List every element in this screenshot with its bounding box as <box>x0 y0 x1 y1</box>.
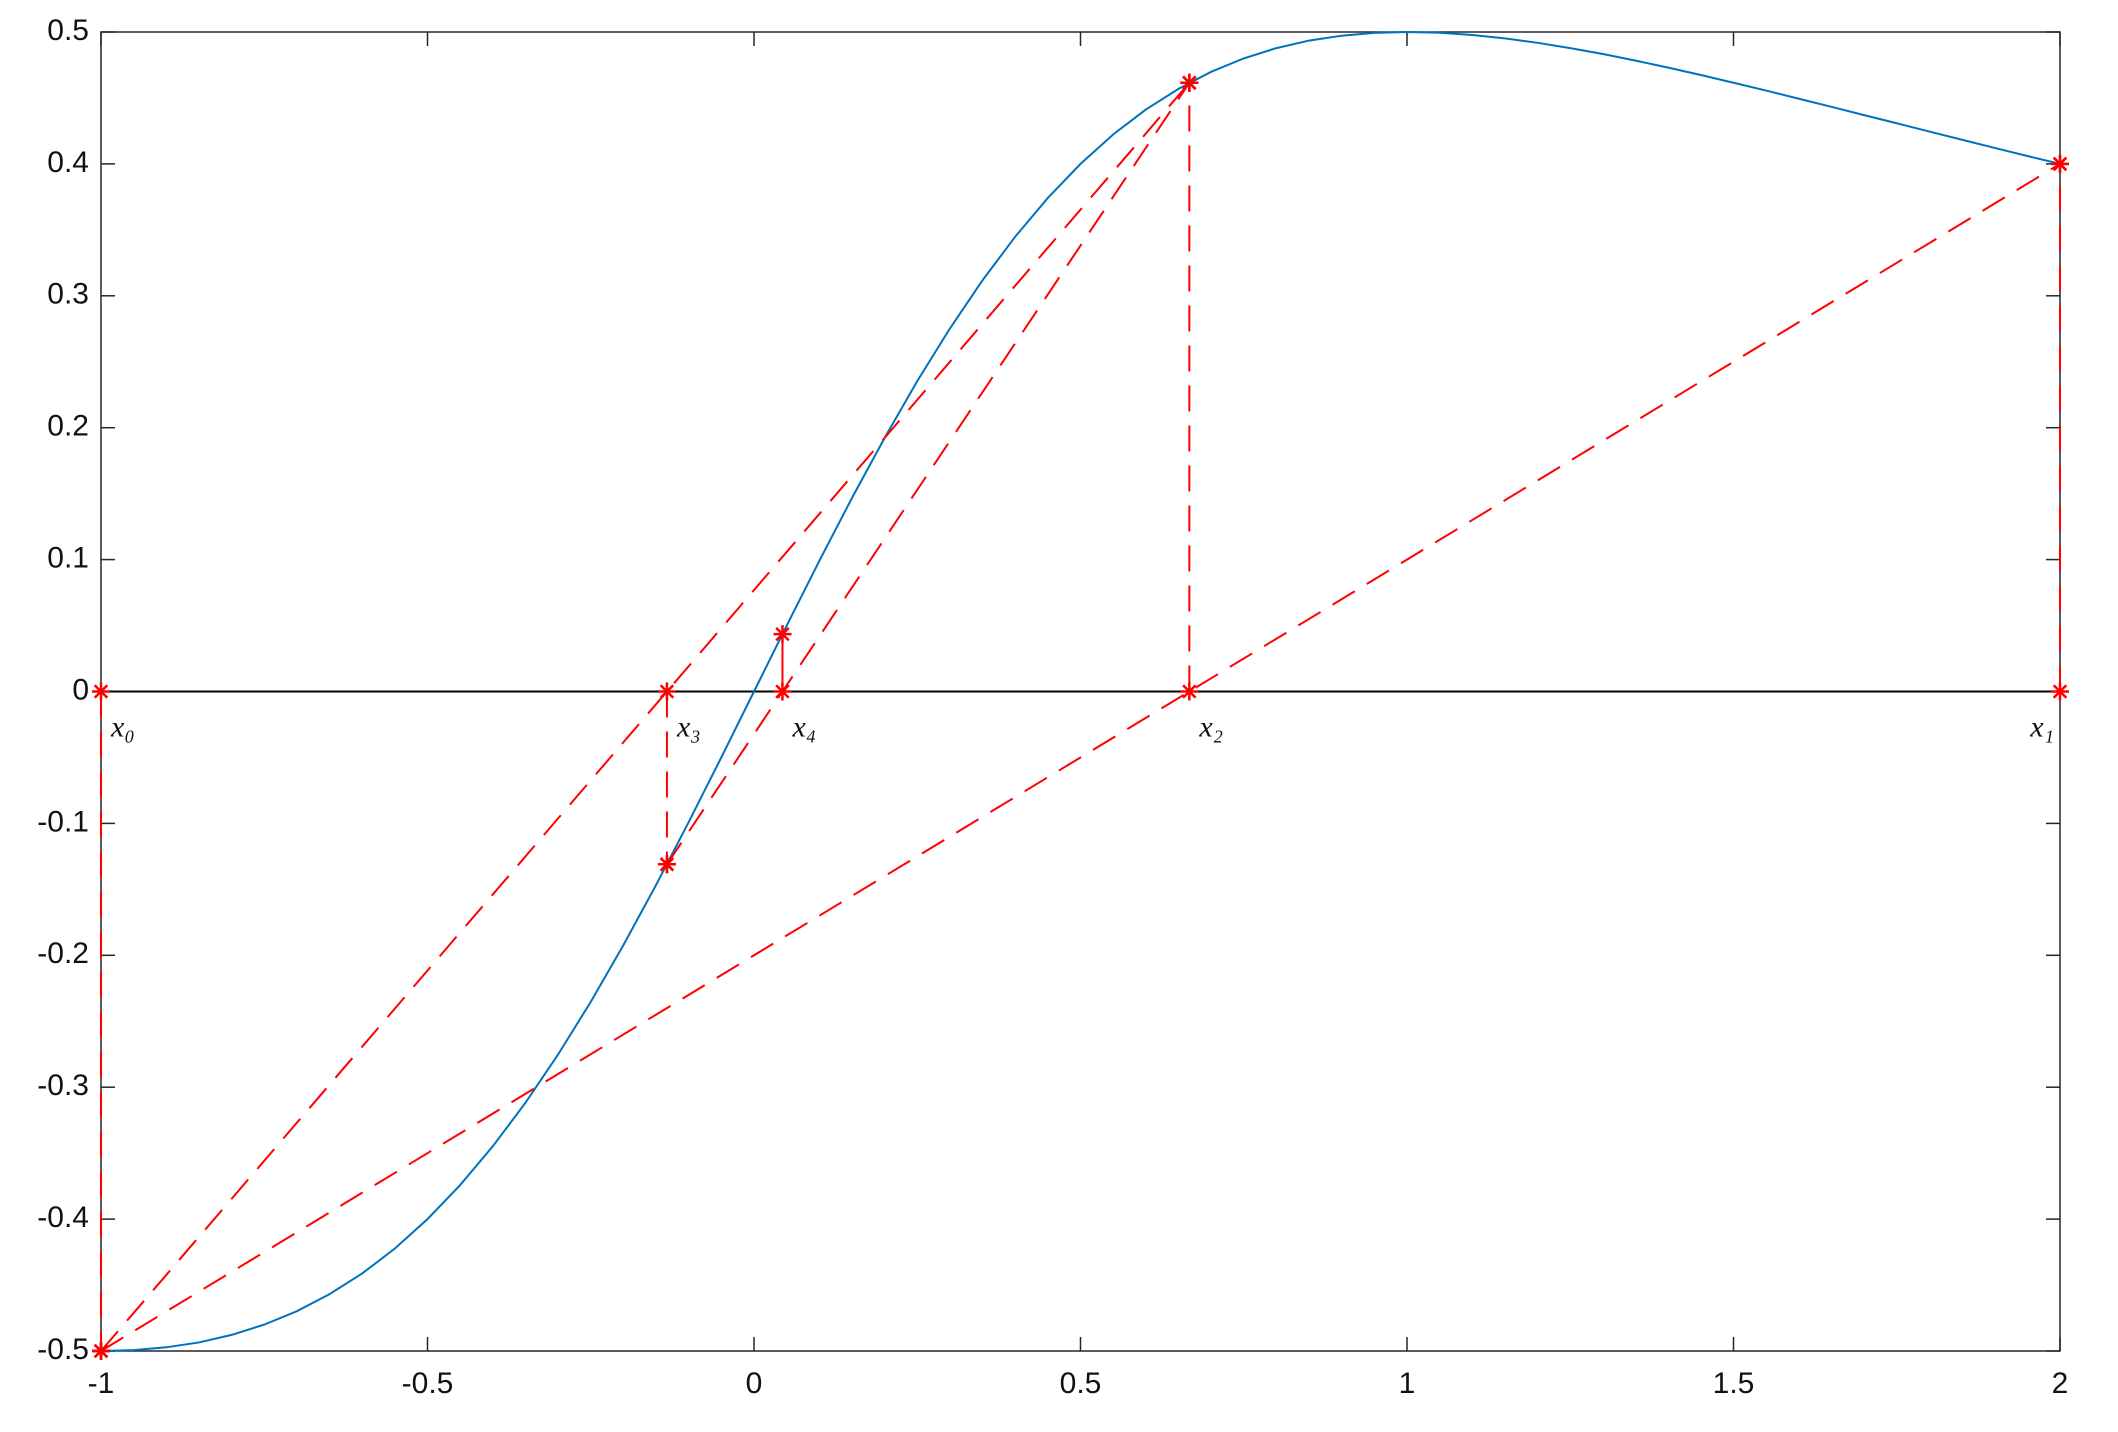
y-tick-label: 0 <box>72 673 89 706</box>
x-tick-label: -0.5 <box>402 1367 454 1400</box>
x-tick-label: 1.5 <box>1713 1367 1755 1400</box>
x-tick-label: 1 <box>1399 1367 1416 1400</box>
point-marker <box>1180 73 1199 92</box>
y-tick-label: -0.5 <box>37 1333 89 1366</box>
point-marker <box>773 682 792 701</box>
y-tick-label: 0.2 <box>47 410 89 443</box>
point-label: x₄ <box>791 710 816 743</box>
point-label: x₁ <box>2029 710 2054 743</box>
marker-stroke <box>2052 156 2068 172</box>
marker-stroke <box>93 1343 109 1359</box>
y-tick-label: 0.1 <box>47 542 89 575</box>
y-tick-label: 0.4 <box>47 146 89 179</box>
marker-stroke <box>659 857 675 872</box>
y-tick-label: -0.3 <box>37 1069 89 1102</box>
x-tick-label: 0.5 <box>1060 1367 1102 1400</box>
marker-stroke <box>775 684 790 699</box>
marker-stroke <box>775 626 790 642</box>
y-tick-label: 0.3 <box>47 278 89 311</box>
marker-stroke <box>1182 684 1197 699</box>
point-label: x₂ <box>1198 710 1223 743</box>
x-tick-label: 0 <box>746 1367 763 1400</box>
point-label: x₃ <box>676 710 701 743</box>
point-marker <box>2051 682 2069 701</box>
point-marker <box>657 682 676 701</box>
y-tick-label: 0.5 <box>47 14 89 47</box>
marker-stroke <box>659 684 675 699</box>
point-marker <box>92 682 110 701</box>
point-marker <box>773 625 792 644</box>
series-line <box>100 30 2061 1352</box>
point-marker <box>92 1342 110 1360</box>
point-marker <box>2051 154 2069 173</box>
marker-stroke <box>93 684 109 699</box>
series-line <box>100 163 2061 1352</box>
marker-stroke <box>1182 75 1197 90</box>
x-tick-label: -1 <box>88 1367 115 1400</box>
point-marker <box>657 855 676 874</box>
x-tick-label: 2 <box>2052 1367 2069 1400</box>
series-line <box>666 82 1191 865</box>
y-tick-label: -0.2 <box>37 937 89 970</box>
marker-stroke <box>2052 684 2068 699</box>
point-label: x₀ <box>110 710 135 743</box>
y-tick-label: -0.1 <box>37 805 89 838</box>
point-marker <box>1180 682 1199 701</box>
y-tick-label: -0.4 <box>37 1201 89 1234</box>
